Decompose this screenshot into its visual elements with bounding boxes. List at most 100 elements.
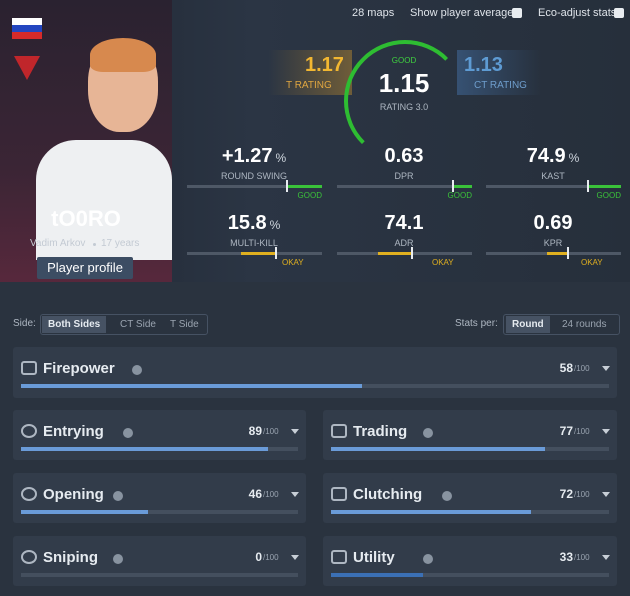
category-card [13, 347, 617, 398]
stat-fill [377, 252, 412, 255]
stat-track [486, 185, 621, 188]
category-name: Sniping [43, 549, 98, 566]
flag-white [12, 18, 42, 25]
expand-caret[interactable] [291, 429, 299, 434]
category-card [13, 536, 306, 586]
stat-number: 74.1 [384, 212, 424, 234]
player-hair [90, 38, 156, 72]
help-icon[interactable] [423, 428, 434, 438]
expand-caret[interactable] [602, 492, 610, 497]
help-icon[interactable] [113, 554, 124, 564]
category-name: Utility [353, 549, 395, 566]
player-profile-button[interactable]: Player profile [37, 257, 133, 279]
stat-unit: % [269, 218, 281, 232]
stat-verdict: OKAY [581, 258, 603, 267]
score-bar [21, 447, 268, 451]
category-icon [21, 550, 37, 564]
stat-number: +1.27 [221, 145, 273, 167]
side-tab[interactable]: CT Side [120, 319, 156, 330]
category-score: 58 [559, 361, 573, 375]
category-card [323, 473, 617, 523]
team-logo [14, 56, 40, 80]
score-track [331, 573, 609, 577]
category-name: Opening [43, 486, 104, 503]
score-bar [331, 447, 546, 451]
category-score: 46 [248, 487, 262, 501]
stat-marker [285, 180, 288, 192]
expand-caret[interactable] [602, 366, 610, 371]
player-jersey [36, 140, 172, 260]
category-icon [21, 361, 37, 375]
stat-value: 74.1 [385, 212, 424, 235]
player-real-name: Vadim Arkov [30, 238, 86, 249]
stat-label: KAST [541, 171, 565, 181]
category-icon [21, 424, 37, 438]
expand-caret[interactable] [291, 492, 299, 497]
score-bar [21, 510, 149, 514]
category-name: Firepower [43, 360, 115, 377]
player-name: tO0RO [51, 206, 121, 231]
stat-track [187, 185, 322, 188]
player-portrait [0, 0, 172, 282]
eco-adjust-label: Eco-adjust stats [538, 7, 617, 19]
ct-rating-value: 1.13 [464, 54, 503, 76]
stat-fill [587, 185, 621, 188]
stat-number: 0.63 [384, 145, 424, 167]
stat-value: +1.27% [222, 145, 286, 168]
help-icon[interactable] [113, 491, 124, 501]
stat-marker [411, 247, 414, 259]
expand-caret[interactable] [602, 555, 610, 560]
category-icon [331, 424, 347, 438]
help-icon[interactable] [423, 554, 434, 564]
help-icon[interactable] [122, 428, 133, 438]
category-card [323, 536, 617, 586]
stat-number: 74.9 [526, 145, 566, 167]
score-track [21, 510, 298, 514]
category-score: 89 [248, 424, 262, 438]
expand-caret[interactable] [291, 555, 299, 560]
stat-label: ADR [394, 238, 414, 248]
category-name: Trading [353, 423, 408, 440]
category-max: /100 [263, 427, 279, 436]
stat-unit: % [568, 151, 580, 165]
help-icon[interactable] [441, 491, 452, 501]
stat-value: 74.9% [527, 145, 580, 168]
t-rating-label: T RATING [286, 80, 332, 91]
category-icon [331, 550, 347, 564]
separator-dot [93, 243, 96, 246]
side-tabs [40, 314, 208, 335]
score-bar [21, 384, 363, 388]
score-bar [331, 510, 532, 514]
eco-adjust-checkbox[interactable] [614, 8, 624, 18]
category-score: 0 [255, 550, 262, 564]
stat-marker [451, 180, 454, 192]
stat-label: ROUND SWING [221, 171, 287, 181]
side-tab[interactable]: Both Sides [42, 316, 107, 333]
category-max: /100 [574, 427, 590, 436]
help-icon[interactable] [131, 365, 142, 375]
category-card [13, 473, 306, 523]
per-tab[interactable]: 24 rounds [562, 319, 607, 330]
stat-marker [567, 247, 569, 259]
stat-label: MULTI-KILL [230, 238, 278, 248]
stat-fill [451, 185, 472, 188]
stat-marker [274, 247, 277, 259]
stat-track [337, 185, 472, 188]
side-tab[interactable]: T Side [170, 319, 199, 330]
t-rating-box [268, 50, 352, 95]
stat-label: DPR [394, 171, 414, 181]
category-card [13, 410, 306, 460]
stat-number: 0.69 [533, 212, 573, 234]
category-max: /100 [574, 490, 590, 499]
stat-unit: % [275, 151, 287, 165]
flag-red [12, 32, 42, 39]
per-tab[interactable]: Round [506, 316, 550, 333]
category-max: /100 [263, 553, 279, 562]
show-average-checkbox[interactable] [512, 8, 522, 18]
category-name: Clutching [353, 486, 423, 503]
category-card [323, 410, 617, 460]
rating-value: 1.15 [378, 68, 430, 98]
stat-fill [241, 252, 275, 255]
expand-caret[interactable] [602, 429, 610, 434]
